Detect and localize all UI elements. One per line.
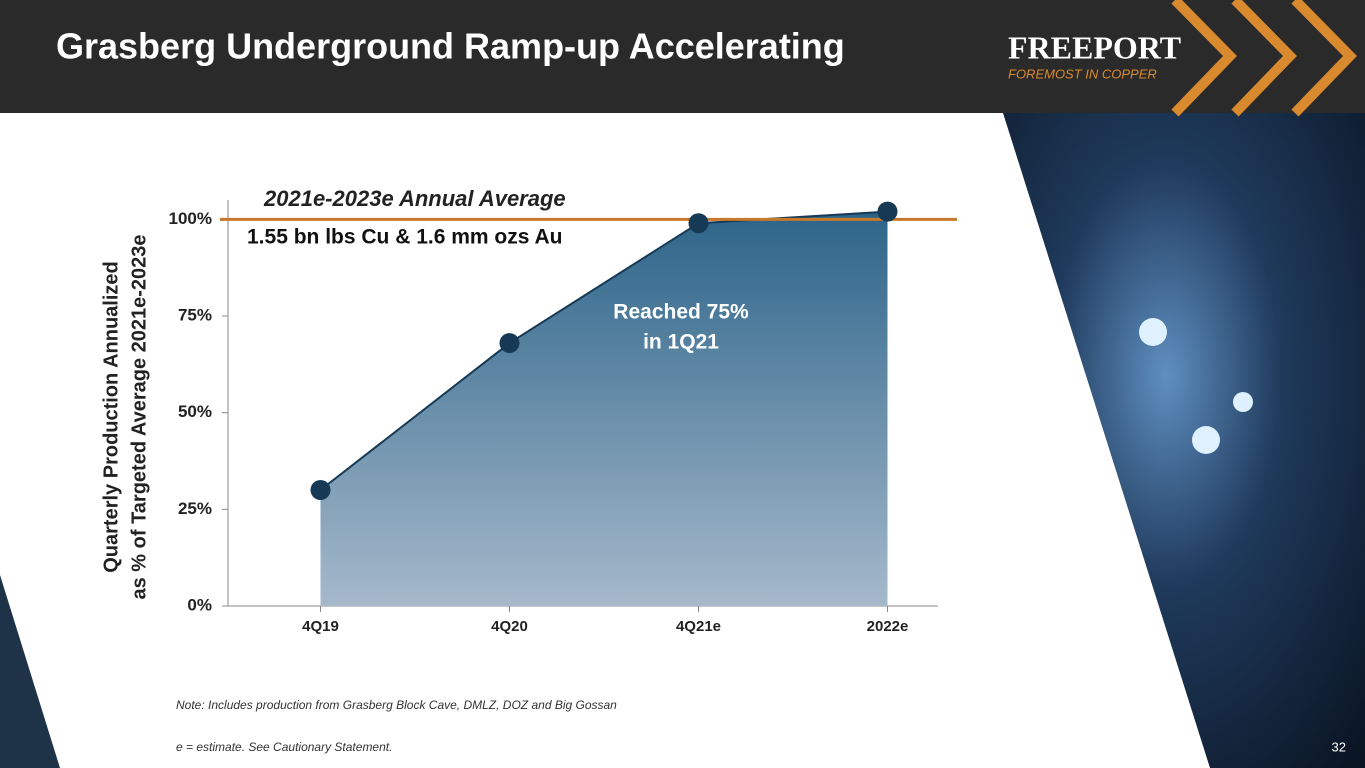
y-axis-title: as % of Targeted Average 2021e-2023e — [128, 234, 150, 599]
y-tick-label: 25% — [178, 499, 212, 518]
y-axis-title: Quarterly Production Annualized — [100, 261, 122, 573]
light — [1192, 426, 1220, 454]
annotation: in 1Q21 — [643, 331, 719, 354]
line — [319, 210, 888, 491]
marker — [310, 480, 331, 500]
chevrons — [1171, 0, 1357, 117]
marker — [499, 333, 520, 354]
tagline: FOREMOST IN COPPER — [1008, 66, 1157, 81]
area — [320, 211, 888, 606]
y-tick-label: 75% — [178, 305, 212, 324]
annotation: Reached 75% — [613, 301, 749, 324]
marker — [688, 213, 709, 234]
note: e = estimate. See Cautionary Statement. — [176, 740, 392, 754]
photo — [1003, 113, 1365, 768]
x-tick-label: 4Q19 — [302, 618, 339, 635]
note: Note: Includes production from Grasberg … — [176, 698, 617, 712]
y-tick-label: 50% — [178, 402, 212, 421]
reference-subtitle: 1.55 bn lbs Cu & 1.6 mm ozs Au — [247, 226, 562, 249]
header-bar — [0, 0, 1365, 113]
logo: FREEPORT — [1008, 29, 1181, 65]
chart: 0% 25% 50% 75% 100% Quarterly Production Annu… — [100, 186, 957, 635]
x-tick-label: 4Q21e — [676, 618, 721, 635]
corner-photo — [0, 575, 60, 768]
x-tick-label: 4Q20 — [491, 618, 528, 635]
light — [1139, 318, 1167, 346]
marker — [877, 201, 898, 222]
slide-title: Grasberg Underground Ramp-up Acceleratin… — [56, 26, 845, 67]
y-tick-label: 100% — [169, 209, 212, 228]
page-number: 32 — [1332, 739, 1346, 754]
light — [1233, 392, 1253, 412]
reference-title: 2021e-2023e Annual Average — [263, 186, 566, 211]
x-tick-label: 2022e — [867, 618, 909, 635]
y-tick-label: 0% — [187, 595, 212, 614]
